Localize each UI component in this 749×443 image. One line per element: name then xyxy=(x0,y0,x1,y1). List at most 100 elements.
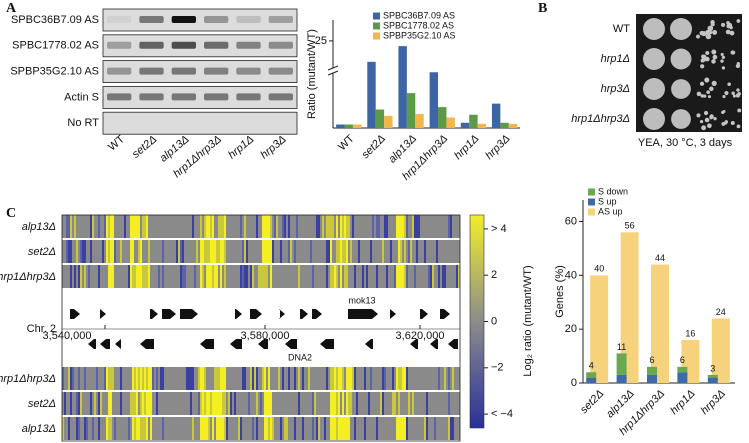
legend-label: SPBC1778.02 AS xyxy=(383,20,454,30)
heatmap-cell xyxy=(108,240,110,263)
heatmap-cell xyxy=(156,392,158,415)
heatmap-cell xyxy=(132,367,134,390)
legend-swatch xyxy=(588,188,595,196)
heatmap-cell xyxy=(178,240,180,263)
colony-spot xyxy=(700,58,705,63)
gel-lane-label: hrp1Δ xyxy=(226,133,256,161)
heatmap-cell xyxy=(162,417,164,440)
heatmap-cell xyxy=(342,240,344,263)
colony-spot xyxy=(643,48,665,70)
gel-band xyxy=(204,93,229,101)
heatmap-cell xyxy=(348,417,350,440)
heatmap-cell xyxy=(132,240,134,263)
heatmap-cell xyxy=(396,215,398,238)
gel-band xyxy=(236,41,261,49)
heatmap-cell xyxy=(194,265,196,288)
heatmap-cell xyxy=(76,240,78,263)
gene-arrow xyxy=(320,339,334,349)
gene-arrow xyxy=(365,339,373,349)
heatmap-cell xyxy=(140,240,142,263)
heatmap-cell xyxy=(268,240,270,263)
legend-label: S down xyxy=(598,186,628,196)
heatmap-cell xyxy=(144,417,146,440)
heatmap-cell xyxy=(352,215,354,238)
heatmap-cell xyxy=(140,367,142,390)
heatmap-cell xyxy=(218,417,220,440)
heatmap-cell xyxy=(368,392,370,415)
bar xyxy=(446,117,455,128)
heatmap-cell xyxy=(106,367,108,390)
gene-arrow xyxy=(420,309,428,319)
heatmap-cell xyxy=(68,215,70,238)
axis-break xyxy=(327,65,339,71)
heatmap-cell xyxy=(330,215,332,238)
heatmap-cell xyxy=(404,240,406,263)
heatmap-cell xyxy=(318,417,320,440)
heatmap-cell xyxy=(336,215,338,238)
colony-spot xyxy=(732,94,736,98)
heatmap-cell xyxy=(208,417,210,440)
heatmap-cell xyxy=(98,265,100,288)
heatmap-cell xyxy=(346,367,348,390)
heatmap-cell xyxy=(438,367,440,390)
heatmap-cell xyxy=(82,240,84,263)
colony-spot xyxy=(701,54,707,60)
bar xyxy=(500,122,509,128)
heatmap-cell xyxy=(200,215,202,238)
heatmap-cell xyxy=(120,367,122,390)
colony-spot xyxy=(727,82,731,86)
heatmap-cell xyxy=(348,215,350,238)
heatmap-cell xyxy=(318,215,320,238)
colony-spot xyxy=(671,79,691,99)
heatmap-cell xyxy=(108,392,110,415)
heatmap-cell xyxy=(68,240,70,263)
heatmap-cell xyxy=(336,265,338,288)
heatmap-cell xyxy=(136,417,138,440)
heatmap-cell xyxy=(406,417,408,440)
heatmap-cell xyxy=(186,367,188,390)
heatmap-cell xyxy=(242,265,244,288)
gene-arrow xyxy=(162,309,176,319)
gene-arrow xyxy=(140,339,154,349)
heatmap-cell xyxy=(268,215,270,238)
heatmap-cell xyxy=(200,417,202,440)
colony-spot xyxy=(705,29,711,35)
heatmap-cell xyxy=(98,417,100,440)
gel-row-label: SPBC1778.02 AS xyxy=(12,40,99,52)
heatmap-cell xyxy=(416,240,418,263)
heatmap-cell xyxy=(210,215,212,238)
heatmap-cell xyxy=(264,240,266,263)
heatmap-cell xyxy=(84,417,86,440)
stack-segment xyxy=(616,374,627,383)
heatmap-cell xyxy=(336,392,338,415)
heatmap-cell xyxy=(264,417,266,440)
heatmap-cell xyxy=(356,392,358,415)
colony-spot xyxy=(729,25,733,30)
heatmap-cell xyxy=(134,417,136,440)
heatmap-cell xyxy=(338,367,340,390)
y-tick-label: 0 xyxy=(571,377,577,389)
heatmap-cell xyxy=(200,265,202,288)
heatmap-cell xyxy=(108,417,110,440)
heatmap-cell xyxy=(372,215,374,238)
heatmap-cell xyxy=(336,367,338,390)
heatmap-cell xyxy=(270,417,272,440)
heatmap-cell xyxy=(120,240,122,263)
heatmap-cell xyxy=(70,240,72,263)
heatmap-cell xyxy=(274,215,276,238)
gene-arrow xyxy=(100,339,110,349)
stack-label: 4 xyxy=(589,361,594,371)
heatmap-cell xyxy=(204,240,206,263)
colony-spot xyxy=(724,120,728,124)
heatmap-cell xyxy=(138,265,140,288)
colony-spot xyxy=(696,34,700,39)
heatmap-cell xyxy=(280,240,282,263)
heatmap-cell xyxy=(326,367,328,390)
heatmap-cell xyxy=(326,215,328,238)
heatmap-cell xyxy=(110,265,112,288)
heatmap-cell xyxy=(402,367,404,390)
heatmap-cell xyxy=(208,392,210,415)
heatmap-cell xyxy=(424,417,426,440)
heatmap-cell xyxy=(272,417,274,440)
heatmap-cell xyxy=(220,367,222,390)
